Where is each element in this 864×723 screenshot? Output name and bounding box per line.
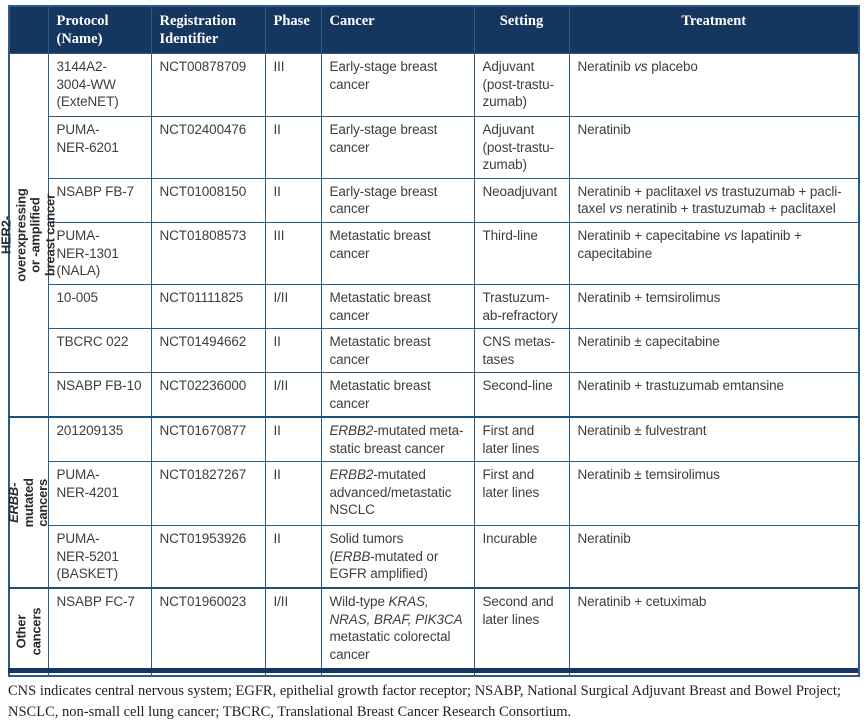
cell-phase: II	[264, 328, 322, 374]
cell-nct: NCT01111825	[150, 283, 266, 330]
cell-phase: I/II	[264, 283, 322, 330]
cell-cancer: Solid tumors (ERBB-mutated or EGFR amplifi…	[320, 525, 475, 589]
table-row: NSABP FB-10 NCT02236000 I/II Metastatic …	[9, 372, 860, 418]
cell-nct: NCT00878709	[150, 53, 266, 118]
group-label-wrap: Other cancers	[10, 589, 48, 675]
table-row: PUMA- NER-6201 NCT02400476 II Early-stage…	[9, 116, 860, 179]
cell-phase: II	[264, 116, 322, 179]
cell-cancer: Wild-type KRAS, NRAS, BRAF, PIK3CA metasta…	[320, 587, 475, 677]
cell-treatment: Neratinib	[568, 525, 860, 589]
cell-nct: NCT02400476	[150, 116, 266, 179]
header-treatment: Treatment	[568, 5, 860, 55]
cell-cancer: Early-stage breast cancer	[320, 177, 475, 223]
cell-phase: I/II	[264, 587, 322, 677]
cell-treatment: Neratinib + trastuzumab emtansine	[568, 372, 860, 418]
cell-cancer: Metastatic breast cancer	[320, 372, 475, 418]
cell-phase: I/II	[264, 372, 322, 418]
header-setting: Setting	[473, 5, 570, 55]
footer-divider-bar	[8, 668, 858, 673]
table-header-row: Protocol (Name) Registration Identifier …	[8, 5, 860, 55]
cell-cancer: Metastatic breast cancer	[320, 221, 475, 285]
clinical-trials-table: Protocol (Name) Registration Identifier …	[0, 5, 860, 677]
cell-cancer: Metastatic breast cancer	[320, 283, 475, 330]
cell-nct: NCT01808573	[150, 221, 266, 285]
table-footnote: CNS indicates central nervous system; EG…	[8, 683, 841, 721]
header-group-spacer	[8, 5, 49, 55]
table-row: 10-005 NCT01111825 I/II Metastatic breas…	[9, 283, 860, 330]
cell-nct: NCT01960023	[150, 587, 266, 677]
cell-protocol: TBCRC 022	[47, 328, 152, 374]
cell-setting: First and later lines	[473, 416, 570, 463]
cell-treatment: Neratinib + capecitabine vs lapatinib + c…	[568, 221, 860, 285]
table-row: HER2-overexpressing or -amplified breast…	[0, 53, 860, 418]
cell-phase: III	[264, 53, 322, 118]
cell-cancer: ERBB2-mutated meta-static breast cancer	[320, 416, 475, 463]
group-label-text: Other cancers	[13, 608, 43, 656]
cell-cancer: Metastatic breast cancer	[320, 328, 475, 374]
cell-treatment: Neratinib	[568, 116, 860, 179]
cell-setting: Incurable	[473, 525, 570, 589]
cell-protocol: PUMA- NER-4201	[47, 461, 152, 527]
cell-setting: Adjuvant (post-trastu-zumab)	[473, 53, 570, 118]
cell-nct: NCT01670877	[150, 416, 266, 463]
table-row: NSABP FB-7 NCT01008150 II Early-stage br…	[9, 177, 860, 223]
cell-cancer: ERBB2-mutated advanced/metastatic NSCLC	[320, 461, 475, 527]
cell-phase: II	[264, 461, 322, 527]
cell-nct: NCT01953926	[150, 525, 266, 589]
cell-nct: NCT01494662	[150, 328, 266, 374]
cell-treatment: Neratinib ± temsirolimus	[568, 461, 860, 527]
cell-treatment: Neratinib + paclitaxel vs trastuzumab + …	[568, 177, 860, 223]
cell-protocol: PUMA- NER-1301 (NALA)	[47, 221, 152, 285]
group-label-text: ERBB-mutated cancers	[5, 478, 51, 528]
cell-protocol: NSABP FB-10	[47, 372, 152, 418]
table-row: PUMA- NER-5201 (BASKET) NCT01953926 II Sol…	[9, 525, 860, 589]
group-label-text: HER2-overexpressing or -amplified breast…	[0, 188, 58, 282]
cell-setting: Adjuvant (post-trastu-zumab)	[473, 116, 570, 179]
group-label-her2-breast-cancer: HER2-overexpressing or -amplified breast…	[0, 53, 57, 418]
cell-nct: NCT01008150	[150, 177, 266, 223]
cell-setting: Second and later lines	[473, 587, 570, 677]
cell-phase: II	[264, 416, 322, 463]
cell-protocol: NSABP FC-7	[47, 587, 152, 677]
cell-protocol: 3144A2- 3004-WW (ExteNET)	[47, 53, 152, 118]
header-protocol: Protocol (Name)	[47, 5, 152, 55]
cell-nct: NCT02236000	[150, 372, 266, 418]
cell-setting: Second-line	[473, 372, 570, 418]
cell-nct: NCT01827267	[150, 461, 266, 527]
header-phase: Phase	[264, 5, 322, 55]
cell-protocol: 201209135	[47, 416, 152, 463]
table-row: PUMA- NER-4201 NCT01827267 II ERBB2-mutat…	[9, 461, 860, 527]
table-row: Other cancers NSABP FC-7 NCT01960023 I/II…	[8, 587, 860, 677]
cell-protocol: NSABP FB-7	[47, 177, 152, 223]
cell-setting: CNS metas-tases	[473, 328, 570, 374]
cell-cancer: Early-stage breast cancer	[320, 116, 475, 179]
cell-protocol: PUMA- NER-5201 (BASKET)	[47, 525, 152, 589]
cell-setting: First and later lines	[473, 461, 570, 527]
cell-treatment: Neratinib ± capecitabine	[568, 328, 860, 374]
table-row: TBCRC 022 NCT01494662 II Metastatic brea…	[9, 328, 860, 374]
cell-treatment: Neratinib vs placebo	[568, 53, 860, 118]
group-label-wrap: HER2-overexpressing or -amplified breast…	[0, 54, 57, 416]
cell-cancer: Early-stage breast cancer	[320, 53, 475, 118]
group-label-wrap: ERBB-mutated cancers	[5, 418, 51, 587]
cell-phase: II	[264, 177, 322, 223]
cell-protocol: PUMA- NER-6201	[47, 116, 152, 179]
cell-phase: II	[264, 525, 322, 589]
cell-treatment: Neratinib + temsirolimus	[568, 283, 860, 330]
header-registration-identifier: Registration Identifier	[150, 5, 266, 55]
cell-phase: III	[264, 221, 322, 285]
table-row: PUMA- NER-1301 (NALA) NCT01808573 III Meta…	[9, 221, 860, 285]
cell-setting: Third-line	[473, 221, 570, 285]
group-label-erbb-mutated-cancers: ERBB-mutated cancers	[5, 416, 51, 589]
cell-protocol: 10-005	[47, 283, 152, 330]
cell-treatment: Neratinib + cetuximab	[568, 587, 860, 677]
group-label-other-cancers: Other cancers	[8, 587, 49, 677]
cell-treatment: Neratinib ± fulvestrant	[568, 416, 860, 463]
cell-setting: Trastuzum-ab-refractory	[473, 283, 570, 330]
cell-setting: Neoadjuvant	[473, 177, 570, 223]
table-row: ERBB-mutated cancers 201209135 NCT0167087…	[6, 416, 860, 589]
header-cancer: Cancer	[320, 5, 475, 55]
